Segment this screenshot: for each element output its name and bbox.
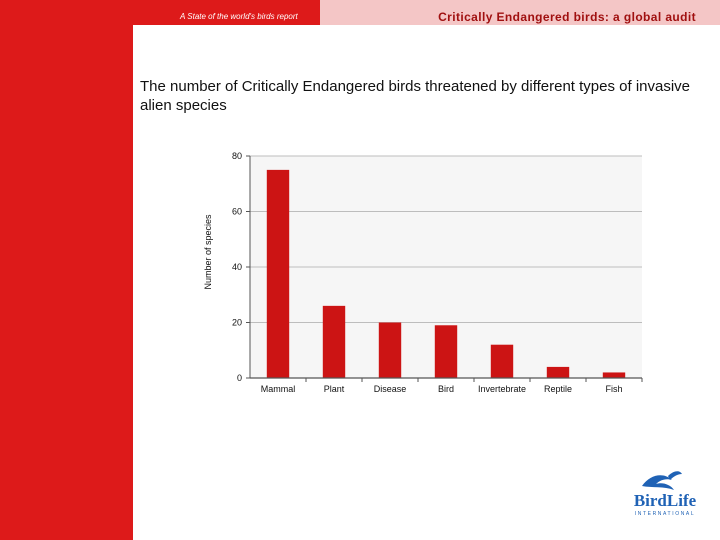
bird-logo-icon: [642, 475, 674, 490]
y-tick-label: 60: [232, 207, 242, 217]
y-tick-label: 40: [232, 262, 242, 272]
x-tick-label: Disease: [374, 384, 407, 394]
bar-plant: [322, 305, 346, 378]
top-pink-band: [320, 0, 720, 25]
x-tick-label: Reptile: [544, 384, 572, 394]
logo-subtext: INTERNATIONAL: [635, 511, 695, 517]
x-tick-label: Fish: [605, 384, 622, 394]
bar-reptile: [546, 366, 570, 378]
corner-curve: [133, 25, 173, 65]
x-tick-label: Plant: [324, 384, 345, 394]
x-tick-label: Bird: [438, 384, 454, 394]
slide-header-title: Critically Endangered birds: a global au…: [438, 10, 696, 24]
bar-disease: [378, 322, 402, 378]
y-tick-label: 20: [232, 318, 242, 328]
x-tick-label: Mammal: [261, 384, 296, 394]
logo-wordmark: BirdLife: [634, 491, 697, 510]
report-label: A State of the world's birds report: [180, 12, 298, 21]
top-red-band: [0, 0, 320, 25]
bar-mammal: [266, 169, 290, 378]
bar-bird: [434, 325, 458, 378]
left-red-band: [0, 0, 133, 540]
x-tick-label: Invertebrate: [478, 384, 526, 394]
y-tick-label: 80: [232, 151, 242, 161]
chart-title: The number of Critically Endangered bird…: [140, 78, 691, 114]
y-tick-label: 0: [237, 373, 242, 383]
bar-fish: [602, 372, 626, 378]
y-axis-label: Number of species: [203, 214, 213, 290]
birdlife-logo: BirdLife INTERNATIONAL: [634, 471, 697, 517]
bar-chart: 0 20 40 60 80 Mammal Plant Disease Bird Inverteb…: [203, 151, 643, 394]
bar-invertebrate: [490, 344, 514, 378]
